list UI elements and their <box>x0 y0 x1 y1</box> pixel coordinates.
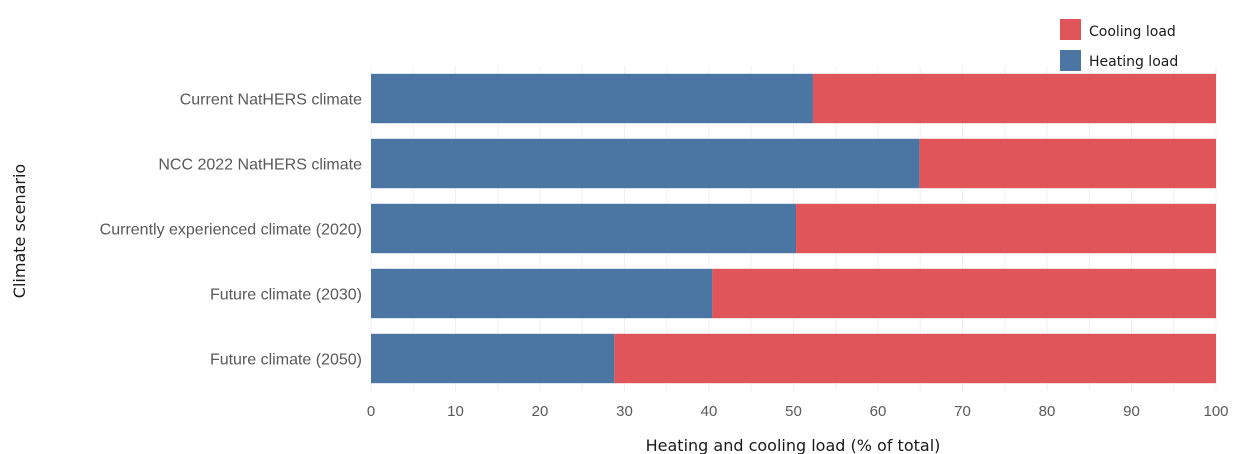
x-axis-title: Heating and cooling load (% of total) <box>646 436 941 454</box>
x-tick-label-30: 30 <box>616 403 633 420</box>
bar-cooling-load-2 <box>796 203 1216 254</box>
x-tick-label-60: 60 <box>870 403 887 420</box>
bar-cooling-load-0 <box>812 73 1216 124</box>
category-label-1: NCC 2022 NatHERS climate <box>158 157 362 174</box>
x-tick-label-20: 20 <box>532 403 549 420</box>
x-tick-label-10: 10 <box>447 403 464 420</box>
legend-swatch-cooling <box>1060 19 1081 40</box>
x-tick-labels: 0 10 20 30 40 50 60 70 80 90 100 <box>367 403 1229 420</box>
legend-swatch-heating <box>1060 50 1081 71</box>
y-axis-title: Climate scenario <box>10 164 29 298</box>
legend-label-cooling: Cooling load <box>1089 24 1176 40</box>
bar-heating-load-3 <box>371 268 713 319</box>
x-tick-label-80: 80 <box>1039 403 1056 420</box>
bar-heating-load-1 <box>371 138 920 189</box>
x-tick-label-70: 70 <box>954 403 971 420</box>
legend: Cooling load Heating load <box>1060 19 1178 71</box>
x-tick-label-50: 50 <box>785 403 802 420</box>
bar-cooling-load-3 <box>712 268 1216 319</box>
x-tick-label-100: 100 <box>1203 403 1228 420</box>
bar-heating-load-0 <box>371 73 813 124</box>
x-tick-label-0: 0 <box>367 403 375 420</box>
category-label-2: Currently experienced climate (2020) <box>100 222 362 239</box>
x-tick-label-90: 90 <box>1123 403 1140 420</box>
bar-heating-load-4 <box>371 333 615 384</box>
legend-label-heating: Heating load <box>1089 54 1178 70</box>
category-labels: Current NatHERS climate NCC 2022 NatHERS … <box>100 92 362 369</box>
category-label-4: Future climate (2050) <box>210 352 362 369</box>
bar-heating-load-2 <box>371 203 797 254</box>
x-tick-label-40: 40 <box>701 403 718 420</box>
category-label-3: Future climate (2030) <box>210 287 362 304</box>
category-label-0: Current NatHERS climate <box>180 92 362 109</box>
bar-cooling-load-1 <box>919 138 1216 189</box>
bars-layer <box>371 73 1216 384</box>
bar-cooling-load-4 <box>614 333 1216 384</box>
